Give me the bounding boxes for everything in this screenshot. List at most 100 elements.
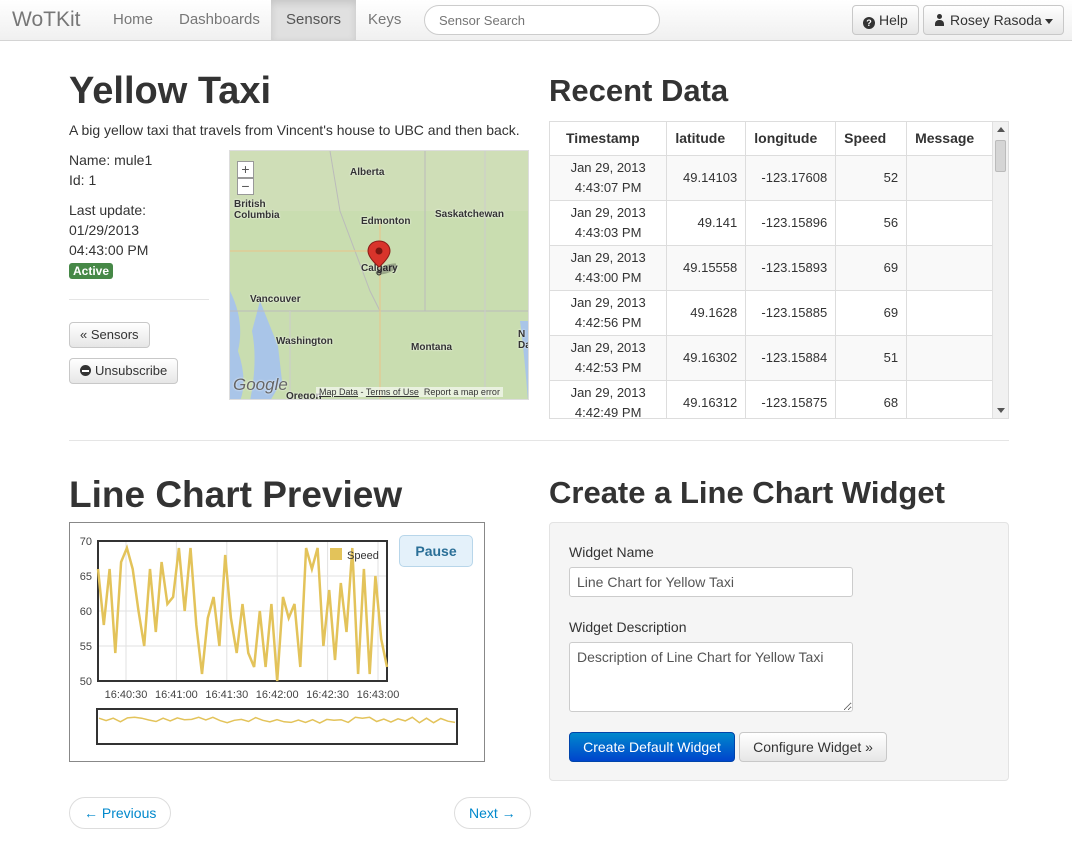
nav-dashboards[interactable]: Dashboards [179,11,260,28]
report-map-error-link[interactable]: Report a map error [423,387,500,397]
create-default-widget-button[interactable]: Create Default Widget [569,732,735,762]
unsubscribe-label: Unsubscribe [95,363,168,378]
unsubscribe-button[interactable]: Unsubscribe [69,358,179,384]
sensor-title: Yellow Taxi [69,70,272,112]
configure-widget-button[interactable]: Configure Widget » [739,732,887,762]
nav-home[interactable]: Home [113,11,154,28]
scroll-down-icon[interactable] [997,408,1005,413]
table-row: Jan 29, 2013 4:43:07 PM 49.14103 -123.176… [550,154,993,200]
table-row: Jan 29, 2013 4:43:00 PM 49.15558 -123.158… [550,244,993,290]
back-to-sensors-button[interactable]: « Sensors [69,322,150,348]
navbar: WoTKit Home Dashboards Sensors Keys ? Hel… [0,0,1072,41]
section-divider [69,440,1009,441]
cell-speed: 51 [835,334,908,380]
cell-message [906,379,993,418]
cell-latitude: 49.141 [666,199,747,245]
last-update-label: Last update: [69,202,147,218]
brand-logo[interactable]: WoTKit [12,8,81,31]
cell-longitude: -123.15884 [745,334,837,380]
minus-circle-icon [80,365,91,376]
recent-data-title: Recent Data [549,73,729,108]
map-label-vancouver: Vancouver [250,294,301,305]
map-label-british-columbia: British Columbia [234,199,280,221]
y-tick-label: 50 [80,676,92,688]
previous-button[interactable]: ← Previous [69,797,172,829]
last-update-date: 01/29/2013 [69,222,140,238]
cell-timestamp: Jan 29, 2013 4:42:56 PM [550,289,668,335]
terms-link[interactable]: Terms of Use [365,387,419,397]
nav-sensors[interactable]: Sensors [271,0,357,40]
last-update-time: 04:43:00 PM [69,242,149,258]
scrollbar-thumb[interactable] [995,140,1006,172]
widget-description-textarea[interactable]: Description of Line Chart for Yellow Tax… [569,642,853,712]
sensor-description: A big yellow taxi that travels from Vinc… [69,122,520,138]
map-label-dakota: N Da [518,329,528,351]
widget-description-label: Widget Description [569,619,687,635]
caret-down-icon [1044,18,1053,24]
cell-latitude: 49.15558 [666,244,747,290]
cell-longitude: -123.15893 [745,244,837,290]
user-icon [934,14,945,26]
cell-longitude: -123.15875 [745,379,837,418]
user-menu-button[interactable]: Rosey Rasoda [923,5,1064,35]
next-button[interactable]: Next → [454,797,531,829]
cell-timestamp: Jan 29, 2013 4:43:07 PM [550,154,668,200]
cell-message [906,199,993,245]
sensor-search-input[interactable] [424,5,660,35]
cell-message [906,244,993,290]
col-longitude[interactable]: longitude [745,122,837,156]
map-footer: Map Data - Terms of Use Report a map err… [316,387,503,397]
zoom-out-button[interactable]: − [237,178,254,195]
cell-speed: 68 [835,379,908,418]
legend-swatch [330,548,342,560]
cell-speed: 69 [835,289,908,335]
map-terrain [230,151,528,399]
widget-name-label: Widget Name [569,544,654,560]
table-row: Jan 29, 2013 4:43:03 PM 49.141 -123.15896… [550,199,993,245]
cell-longitude: -123.17608 [745,154,837,200]
overview-series-line [98,716,456,724]
x-tick-label: 16:40:30 [105,689,148,701]
chart-legend: Speed [330,548,379,562]
x-tick-label: 16:41:30 [205,689,248,701]
scroll-up-icon[interactable] [997,127,1005,132]
table-header-row: Timestamp latitude longitude Speed Messa… [550,122,993,156]
y-tick-label: 55 [80,641,92,653]
map-label-oregon: Oregon [286,391,322,400]
y-tick-label: 70 [80,536,92,548]
col-timestamp[interactable]: Timestamp [550,122,668,156]
help-button[interactable]: ? Help [852,5,919,35]
nav-keys[interactable]: Keys [368,11,402,28]
question-icon: ? [863,17,875,29]
sensor-map[interactable]: + − Alberta British Columbia Edmonton Sa… [229,150,529,400]
y-tick-label: 65 [80,571,92,583]
legend-label: Speed [347,550,379,562]
divider [69,299,209,300]
col-latitude[interactable]: latitude [666,122,747,156]
cell-speed: 69 [835,244,908,290]
line-chart[interactable]: 50 55 60 65 70 16:40:30 16:41:00 16:41:30 16:42… [70,523,484,761]
cell-message [906,334,993,380]
cell-timestamp: Jan 29, 2013 4:43:00 PM [550,244,668,290]
help-label: Help [879,12,908,28]
map-data-link[interactable]: Map Data [319,387,359,397]
cell-latitude: 49.16302 [666,334,747,380]
x-tick-label: 16:42:00 [256,689,299,701]
map-marker-icon[interactable] [366,239,396,279]
google-logo: Google [233,375,288,394]
map-label-edmonton: Edmonton [361,216,411,227]
table-scrollbar[interactable] [992,122,1008,418]
pause-button[interactable]: Pause [399,535,473,567]
plot-frame [97,540,388,682]
cell-timestamp: Jan 29, 2013 4:42:53 PM [550,334,668,380]
col-message[interactable]: Message [906,122,993,156]
map-label-washington: Washington [276,336,333,347]
cell-speed: 56 [835,199,908,245]
widget-name-input[interactable] [569,567,853,597]
overview-frame [96,708,458,745]
table-row: Jan 29, 2013 4:42:56 PM 49.1628 -123.1588… [550,289,993,335]
zoom-in-button[interactable]: + [237,161,254,178]
cell-timestamp: Jan 29, 2013 4:43:03 PM [550,199,668,245]
col-speed[interactable]: Speed [835,122,908,156]
cell-speed: 52 [835,154,908,200]
